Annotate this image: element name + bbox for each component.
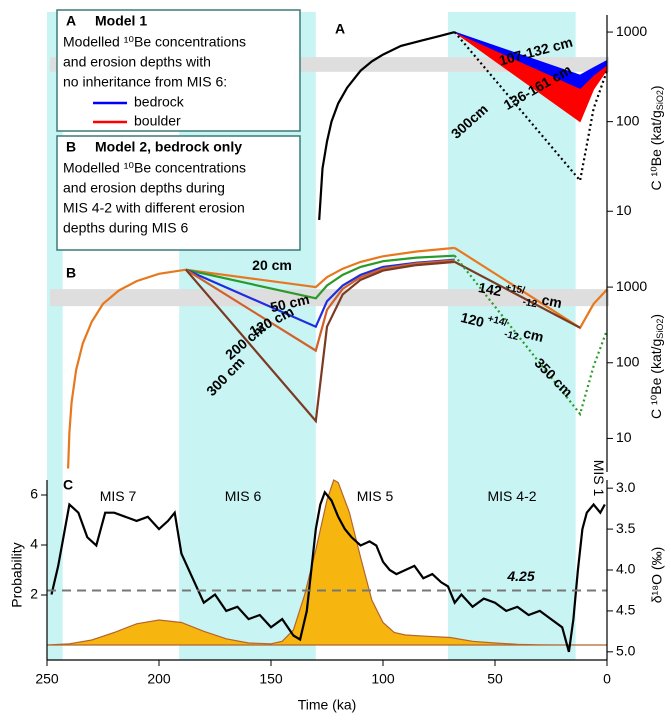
y-tick-label: 6 (30, 486, 38, 502)
annotation: MIS 7 (100, 488, 137, 504)
legend-text: and erosion depths during (63, 180, 225, 196)
annotation: 142+15/-12 cm (476, 277, 563, 315)
annotation: MIS 6 (225, 488, 262, 504)
x-tick-label: 150 (259, 671, 283, 687)
x-tick-label: 0 (603, 671, 611, 687)
y-tick-label: 10 (616, 202, 632, 218)
y-tick-label: 4 (30, 536, 38, 552)
concentration-line (185, 254, 455, 300)
y-axis-label-text: C ¹⁰Be (kat/g (648, 339, 664, 419)
annotation-unit: cm (522, 324, 546, 344)
x-axis-label: Time (ka) (298, 697, 357, 713)
concentration-line (185, 260, 455, 424)
y-axis-label-sub: SiO2 (655, 90, 665, 110)
y-tick-label: 2 (30, 586, 38, 602)
y-tick-label: 10 (616, 429, 632, 445)
annotation-text: 142 (477, 279, 503, 299)
annotation-sub: -12 (522, 296, 539, 310)
y-axis-label: C ¹⁰Be (kat/gSiO2) (648, 86, 666, 191)
y-axis-label: Probability (9, 542, 25, 607)
annotation-sub: -12 (503, 329, 520, 343)
y-axis-label-end: ) (648, 314, 664, 319)
panel-label: A (335, 21, 345, 37)
annotation-text: MIS 7 (100, 488, 137, 504)
y-tick-label: 100 (616, 353, 640, 369)
annotation-text: MIS 4-2 (487, 488, 536, 504)
annotation-text: MIS 6 (225, 488, 262, 504)
annotation: MIS 5 (357, 488, 394, 504)
legend-entry: bedrock (134, 94, 185, 110)
y-tick-label: 100 (616, 112, 640, 128)
legend-label: B (66, 139, 76, 155)
concentration-line (318, 31, 455, 220)
legend-text: Modelled ¹⁰Be concentrations (63, 160, 246, 176)
y2-tick-label: 4.5 (616, 602, 636, 618)
annotation-text: 120 (459, 309, 486, 330)
legend-text: MIS 4-2 with different erosion (63, 200, 245, 216)
legend-box (56, 9, 301, 132)
x-tick-label: 50 (487, 671, 503, 687)
annotation-sup: +14/ (487, 313, 509, 329)
annotation-text: MIS 5 (357, 488, 394, 504)
y-axis-label: C ¹⁰Be (kat/gSiO2) (648, 314, 666, 419)
panel-label: C (63, 477, 73, 493)
y2-axis-label: δ¹⁸O (‰) (649, 547, 665, 603)
annotation: MIS 1 (591, 460, 607, 497)
annotation: 20 cm (252, 257, 292, 273)
annotation-text: MIS 1 (591, 460, 607, 497)
y-tick-label: 1000 (616, 23, 647, 39)
panel-label: B (66, 265, 76, 281)
y2-tick-label: 5.0 (616, 643, 636, 659)
probability-area (46, 479, 607, 646)
legend-title: Model 1 (95, 13, 147, 29)
concentration-line (453, 255, 609, 417)
legend-entry: boulder (134, 113, 181, 129)
y-tick-label: 1000 (616, 278, 647, 294)
annotation-sup: +15/ (504, 282, 526, 297)
x-tick-label: 250 (35, 671, 59, 687)
legend-box (56, 135, 301, 251)
annotation-text: 20 cm (252, 257, 292, 273)
reference-label: 4.25 (506, 568, 534, 584)
legend-text: and erosion depths with (63, 54, 211, 70)
x-tick-label: 200 (147, 671, 171, 687)
legend-text: no inheritance from MIS 6: (63, 74, 227, 90)
legend-text: Modelled ¹⁰Be concentrations (63, 34, 246, 50)
concentration-line (454, 246, 608, 330)
x-tick-label: 100 (371, 671, 395, 687)
y-axis-label-text: C ¹⁰Be (kat/g (648, 110, 664, 190)
legend-text: depths during MIS 6 (63, 220, 189, 236)
d18o-line (50, 490, 606, 653)
concentration-line (454, 260, 581, 329)
concentration-line (67, 246, 455, 469)
y2-tick-label: 4.0 (616, 561, 636, 577)
legend-title: Model 2, bedrock only (95, 139, 242, 155)
y-axis-label-sub: SiO2 (655, 319, 665, 339)
annotation: MIS 4-2 (487, 488, 536, 504)
annotation-unit: cm (540, 291, 563, 311)
y-axis-label-end: ) (648, 86, 664, 91)
y2-tick-label: 3.5 (616, 520, 636, 536)
concentration-line (453, 31, 609, 184)
legend-label: A (66, 13, 76, 29)
mis-shade (447, 12, 576, 660)
annotation: 120+14/-12 cm (458, 307, 546, 349)
concentration-line (185, 259, 455, 353)
y2-tick-label: 3.0 (616, 479, 636, 495)
